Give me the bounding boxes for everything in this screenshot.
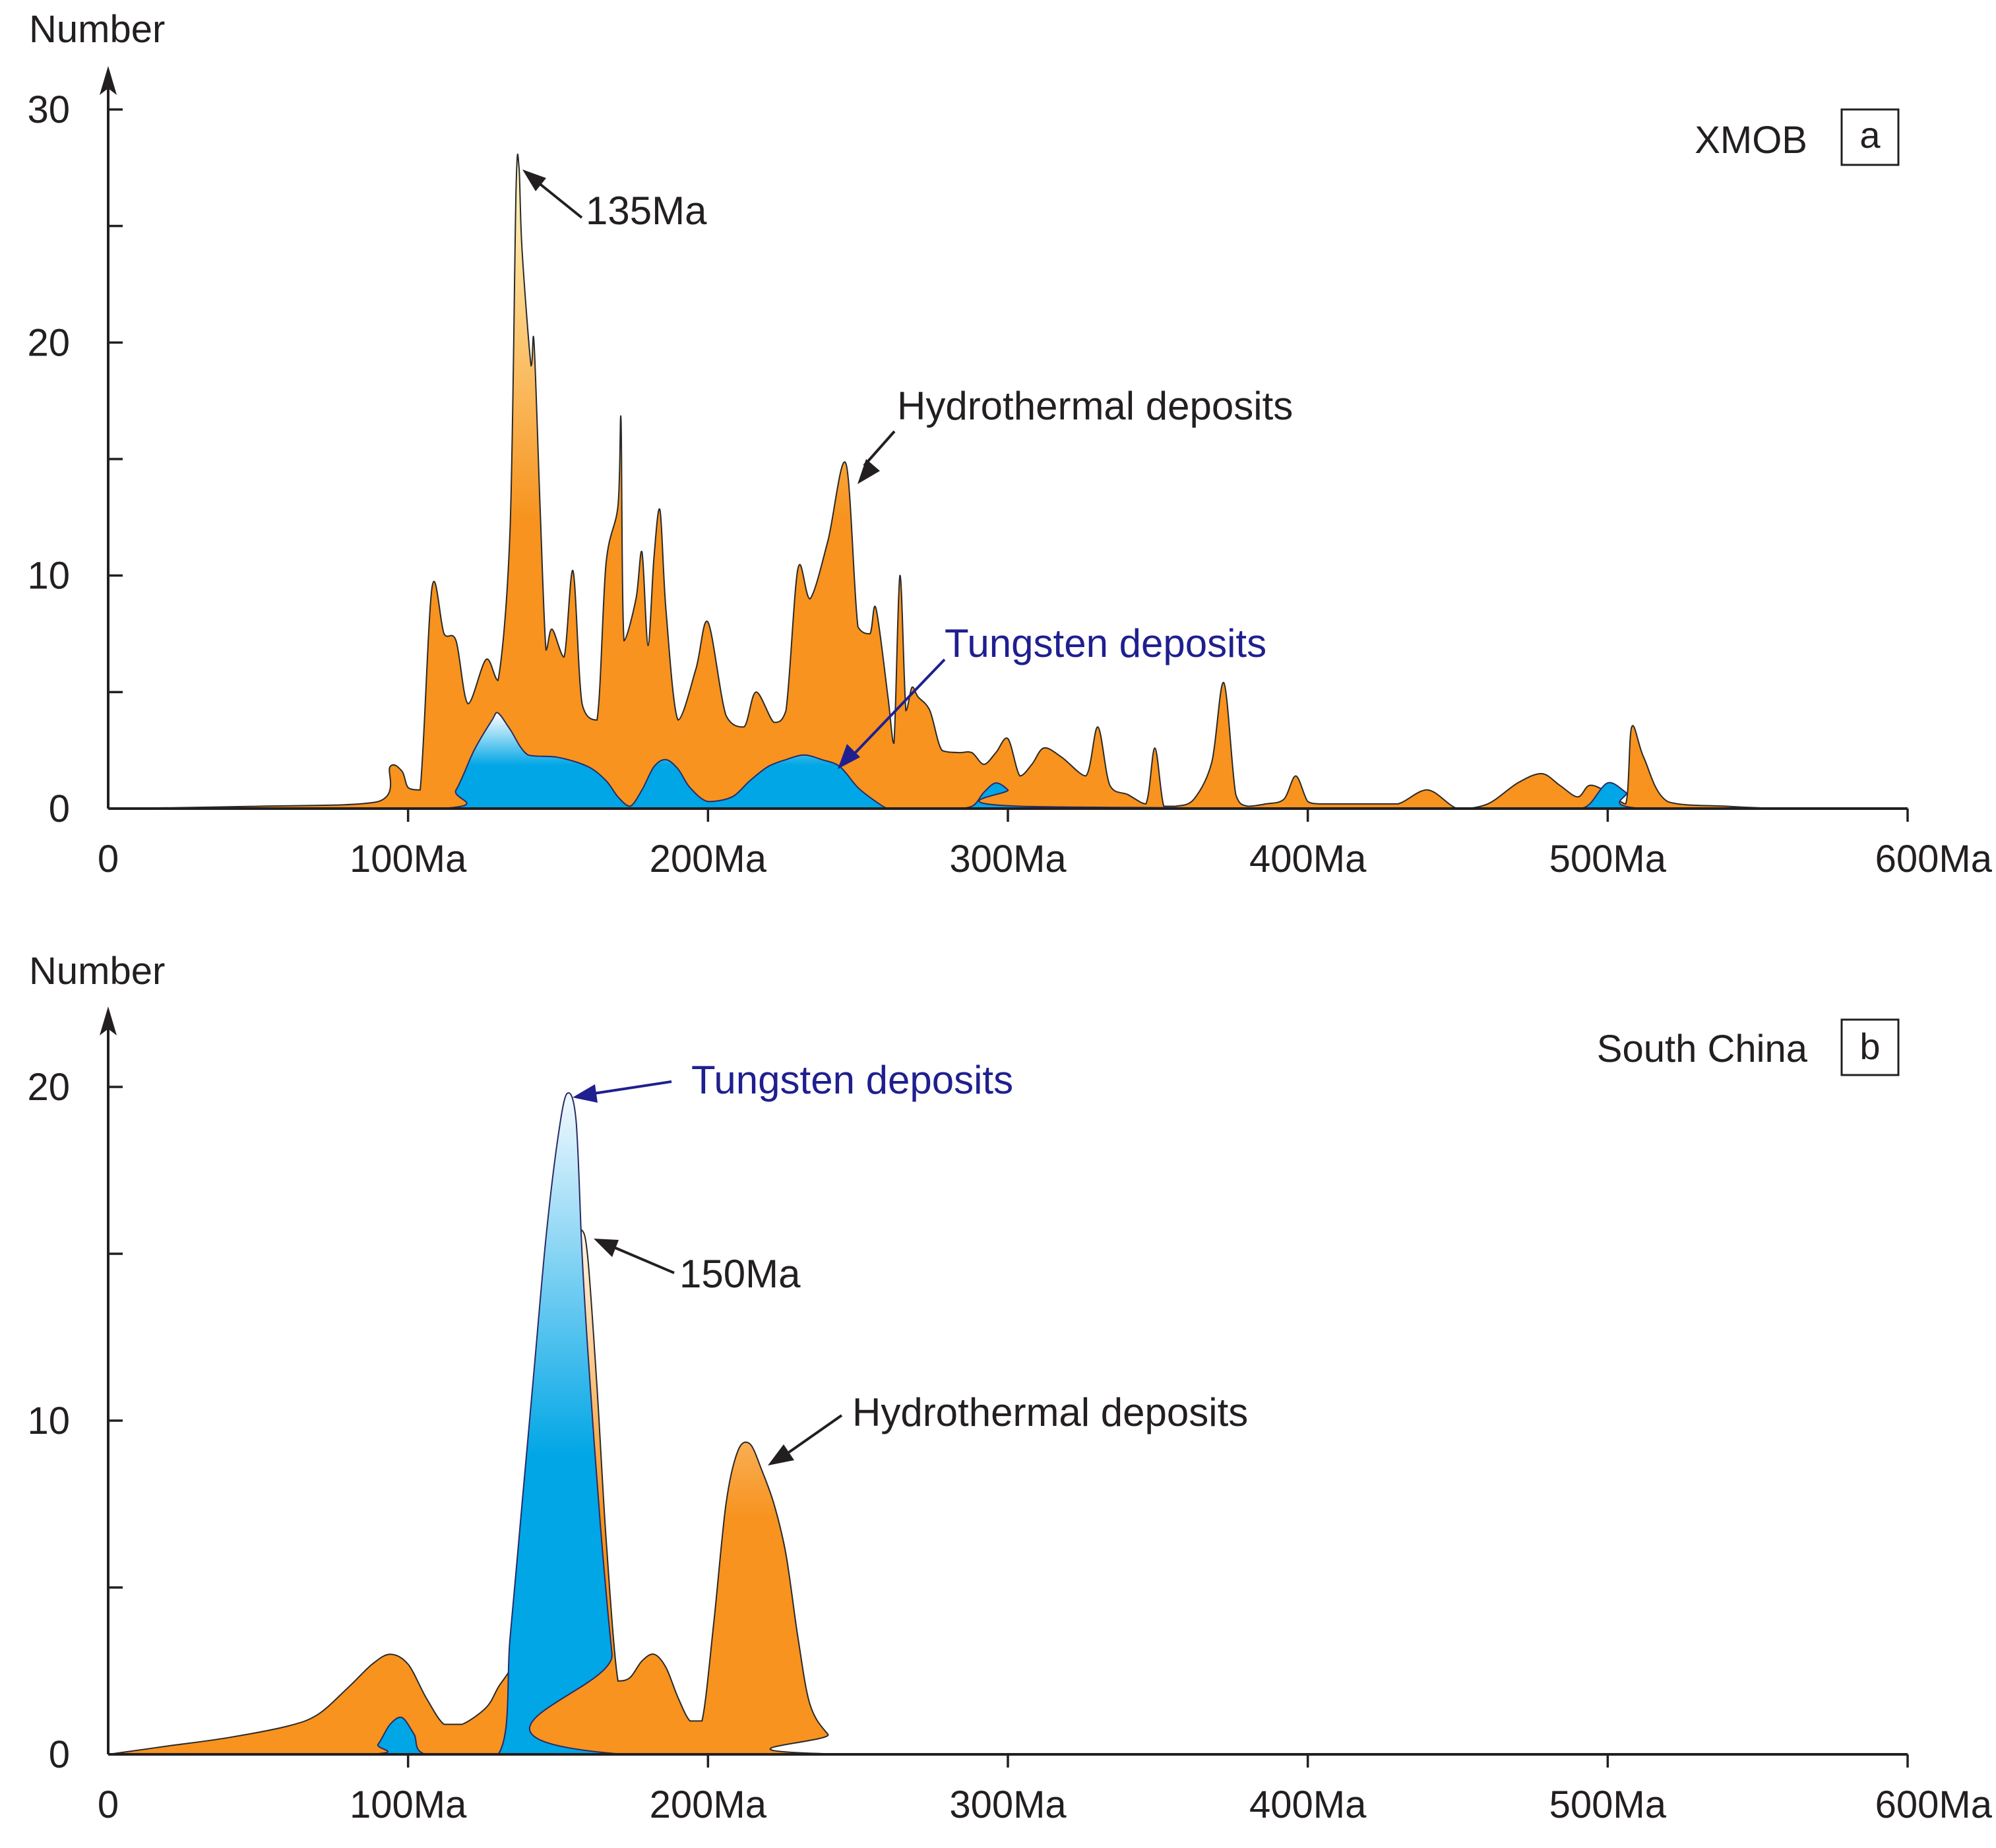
panel-b-x-tick-label: 100Ma xyxy=(350,1783,467,1826)
panel-b-x-tick-label: 500Ma xyxy=(1549,1783,1667,1826)
panel-b-tungsten-arrow xyxy=(593,1080,672,1095)
panel-b-letter: b xyxy=(1859,1026,1880,1067)
panel-a-tungsten-label: Tungsten deposits xyxy=(945,621,1266,665)
panel-b-y-tick-label: 10 xyxy=(27,1400,70,1442)
panel-b-hydro-arrowhead xyxy=(768,1444,794,1465)
panel-a-hydrothermal-area xyxy=(108,153,1908,810)
panel-a-chart: Number 0 10 20 30 0 100Ma 200Ma 300Ma 40… xyxy=(27,8,1992,880)
panel-a-hydro-arrow xyxy=(863,430,896,467)
panel-a-x-tick-label: 100Ma xyxy=(350,838,467,880)
panel-a-x-tick-labels: 0 100Ma 200Ma 300Ma 400Ma 500Ma 600Ma xyxy=(98,838,1993,880)
panel-a-tungsten-arrow xyxy=(854,658,946,755)
panel-a-x-tick-label: 600Ma xyxy=(1875,838,1993,880)
panel-b-tungsten-area xyxy=(108,1092,1908,1756)
panel-b-hydrothermal-area xyxy=(108,1229,1908,1756)
panel-a-letter: a xyxy=(1859,114,1881,156)
panel-b-region-label: South China xyxy=(1597,1028,1808,1070)
panel-b-x-tick-label: 600Ma xyxy=(1875,1783,1993,1826)
panel-a-135ma-label: 135Ma xyxy=(586,189,707,233)
panel-b-x-tick-label: 0 xyxy=(98,1783,119,1826)
panel-b-150ma-arrowhead xyxy=(594,1239,619,1257)
panel-a-hydro-label: Hydrothermal deposits xyxy=(897,384,1293,428)
panel-a-x-tick-label: 300Ma xyxy=(949,838,1067,880)
panel-b-y-tick-label: 0 xyxy=(49,1733,70,1776)
panel-b-x-tick-label: 300Ma xyxy=(949,1783,1067,1826)
panel-a-y-tick-labels: 0 10 20 30 xyxy=(27,88,70,830)
panel-a-y-tick-label: 0 xyxy=(49,787,70,830)
panel-a-ticks xyxy=(108,108,1909,822)
panel-b-x-tick-label: 400Ma xyxy=(1249,1783,1367,1826)
panel-b-ticks xyxy=(108,1086,1909,1768)
panel-a-y-tick-label: 30 xyxy=(27,88,70,131)
panel-a-x-tick-label: 200Ma xyxy=(650,838,767,880)
panel-b-y-axis-title: Number xyxy=(29,950,165,993)
panel-b-y-axis-arrow xyxy=(100,1006,117,1035)
panel-b-hydro-label: Hydrothermal deposits xyxy=(852,1390,1248,1434)
panel-b-chart: Number 0 10 20 0 100Ma 200Ma 300Ma 400Ma… xyxy=(27,950,1992,1826)
panel-a-135ma-arrowhead xyxy=(522,169,546,191)
panel-a-letter-box xyxy=(1840,108,1900,166)
panel-a-y-axis-title: Number xyxy=(29,8,165,51)
panel-a-y-axis-arrow xyxy=(100,66,117,95)
panel-b-letter-box xyxy=(1840,1018,1900,1076)
panel-b-hydro-arrow xyxy=(788,1414,843,1454)
panel-b-tungsten-arrowhead xyxy=(573,1084,598,1103)
panel-b-y-tick-labels: 0 10 20 xyxy=(27,1066,70,1776)
panel-b-x-tick-labels: 0 100Ma 200Ma 300Ma 400Ma 500Ma 600Ma xyxy=(98,1783,1993,1826)
panel-a-hydro-arrowhead xyxy=(858,459,880,484)
panel-a-x-tick-label: 400Ma xyxy=(1249,838,1367,880)
panel-a-x-tick-label: 500Ma xyxy=(1549,838,1667,880)
panel-a-region-label: XMOB xyxy=(1695,119,1807,162)
panel-b-150ma-arrow xyxy=(611,1245,675,1274)
panel-a-x-tick-label: 0 xyxy=(98,838,119,880)
panel-a-y-tick-label: 20 xyxy=(27,321,70,364)
panel-b-y-tick-label: 20 xyxy=(27,1066,70,1109)
panel-a-y-tick-label: 10 xyxy=(27,555,70,598)
panel-b-tungsten-label: Tungsten deposits xyxy=(691,1058,1013,1102)
panel-b-x-tick-label: 200Ma xyxy=(650,1783,767,1826)
panel-a-tungsten-arrowhead xyxy=(838,744,860,769)
panel-b-150ma-label: 150Ma xyxy=(679,1252,801,1296)
